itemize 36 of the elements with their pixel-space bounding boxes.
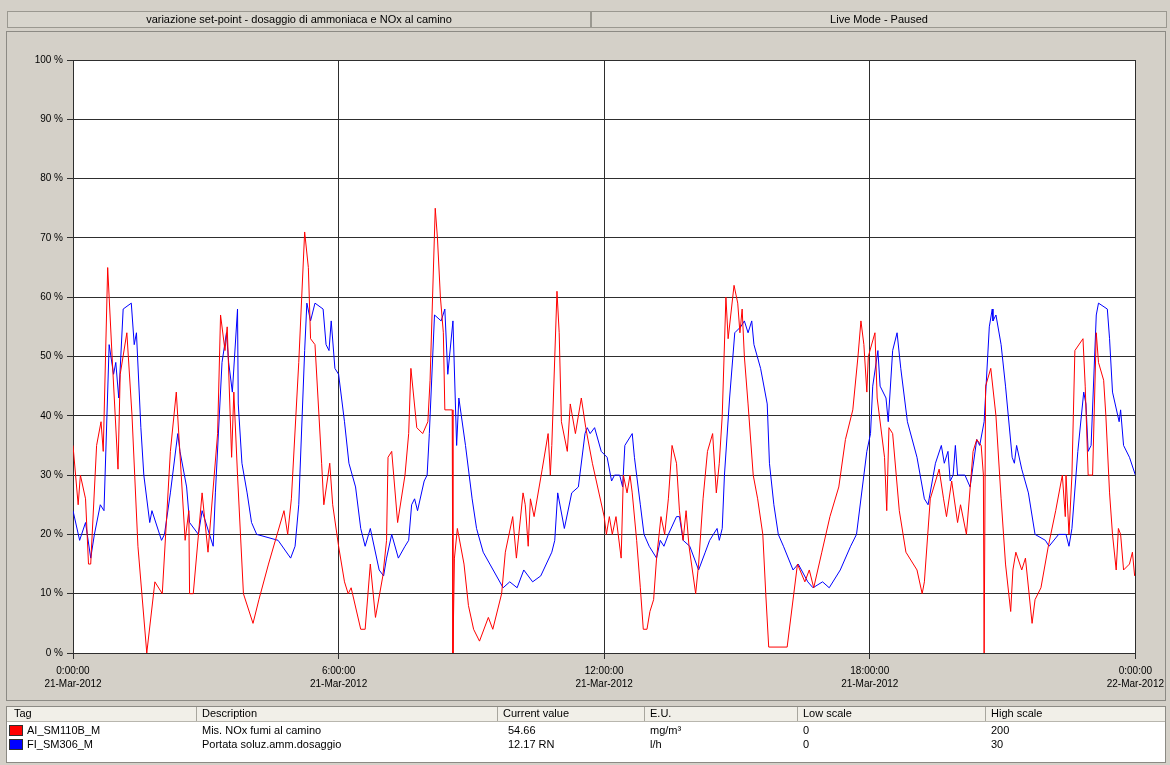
text: Current value [503,707,570,720]
text: E.U. [650,707,672,720]
text: mg/m³ [650,724,682,737]
text: 200 [991,724,1010,737]
y-tick-label: 100 % [34,53,64,65]
x-tick-label: 0:00:00 21-Mar-2012 [44,665,103,689]
x-tick-label: 6:00:00 21-Mar-2012 [309,665,368,689]
text: 12.17 RN [508,738,555,751]
text: Mis. NOx fumi al camino [202,724,322,737]
text: High scale [991,707,1043,720]
text: Portata soluz.amm.dosaggio [202,738,342,751]
y-tick-label: 90 % [40,113,64,125]
text: Low scale [803,707,852,720]
text: 30 [991,738,1004,751]
y-tick-label: 10 % [40,587,64,599]
y-tick-label: 30 % [40,468,64,480]
text: l/h [650,738,662,751]
text: 0 [803,738,810,751]
y-tick-label: 60 % [40,290,64,302]
text: 0 [803,724,810,737]
y-tick-label: 50 % [40,350,64,362]
y-tick-label: 0 % [45,646,64,658]
text: Tag [14,707,32,720]
legend-label: FI_SM306_M [27,738,94,751]
chart-title: variazione set-point - dosaggio di ammoniaca e NOx al camino [7,11,591,28]
y-tick-label: 80 % [40,172,64,184]
y-tick-label: 20 % [40,528,64,540]
legend-label: AI_SM110B_M [27,724,101,737]
x-tick-label: 18:00:00 21-Mar-2012 [841,665,899,689]
text: Description [202,707,258,720]
x-tick-label: 12:00:00 21-Mar-2012 [575,665,634,689]
text: 54.66 [508,724,536,737]
y-tick-label: 70 % [40,231,64,243]
x-tick-label: 0:00:00 22-Mar-2012 [1106,665,1165,689]
y-tick-label: 40 % [40,409,64,421]
chart-subtitle: Live Mode - Paused [591,11,1167,28]
